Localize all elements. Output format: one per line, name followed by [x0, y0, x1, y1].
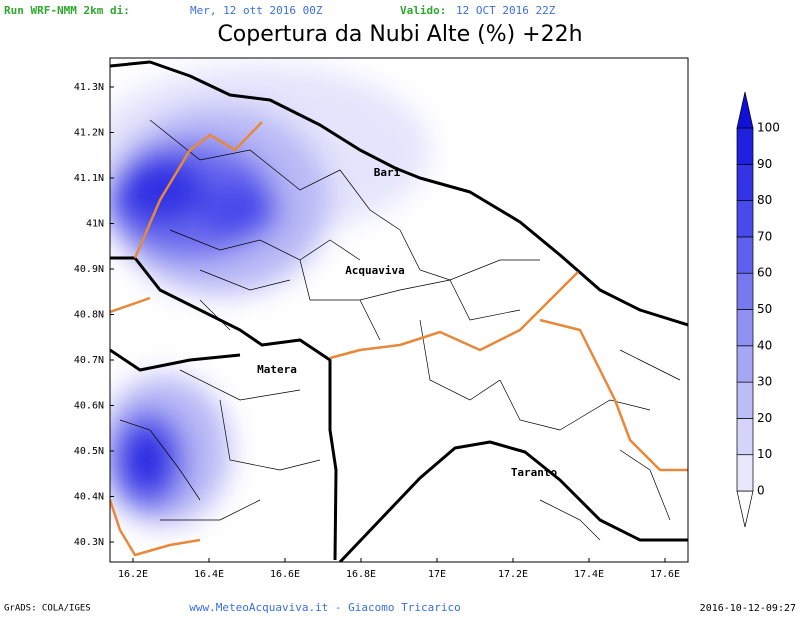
colorbar-label: 50 [757, 302, 772, 316]
colorbar-label: 40 [757, 338, 772, 352]
lon-label: 17.2E [498, 569, 528, 580]
lat-label: 41.3N [74, 82, 104, 93]
lon-label: 16.6E [270, 569, 300, 580]
colorbar-label: 80 [757, 193, 772, 207]
lat-label: 41N [86, 219, 104, 230]
lat-label: 40.4N [74, 492, 104, 503]
run-date: Mer, 12 ott 2016 00Z [190, 4, 323, 17]
lon-label: 17.6E [650, 569, 680, 580]
lon-label: 17E [428, 569, 446, 580]
colorbar-box [736, 236, 754, 274]
lon-label: 16.8E [346, 569, 376, 580]
lat-label: 41.1N [74, 173, 104, 184]
colorbar-box [736, 163, 754, 201]
colorbar-label: 100 [757, 121, 780, 135]
labels: 41.3N 41.2N 41.1N 41N 40.9N 40.8N 40.7N 40.6N 40… [74, 82, 680, 580]
footer-left: GrADS: COLA/IGES [4, 604, 91, 614]
city-label: Taranto [511, 466, 558, 479]
lat-label: 40.7N [74, 355, 104, 366]
colorbar-label: 0 [757, 484, 765, 498]
lat-label: 40.3N [74, 537, 104, 548]
valid-date: 12 OCT 2016 22Z [456, 4, 556, 17]
colorbar-label: 30 [757, 375, 772, 389]
footer-right: 2016-10-12-09:27 [700, 603, 796, 614]
lon-label: 17.4E [574, 569, 604, 580]
colorbar-high [736, 91, 754, 129]
lon-label: 16.4E [194, 569, 224, 580]
city-label: Bari [374, 166, 401, 179]
colorbar: 0 10 20 30 40 50 60 70 80 90 100 [736, 91, 780, 528]
lat-label: 40.8N [74, 310, 104, 321]
title: Copertura da Nubi Alte (%) +22h [217, 22, 582, 47]
colorbar-box [736, 381, 754, 419]
lon-label: 16.2E [118, 569, 148, 580]
valid-label: Valido: [400, 4, 446, 17]
map [110, 60, 688, 562]
city-label: Acquaviva [345, 264, 405, 277]
colorbar-label: 60 [757, 266, 772, 280]
map-frame [109, 57, 689, 563]
lat-label: 40.5N [74, 446, 104, 457]
colorbar-label: 10 [757, 447, 772, 461]
colorbar-box [736, 200, 754, 238]
colorbar-label: 20 [757, 411, 772, 425]
lat-label: 40.6N [74, 401, 104, 412]
colorbar-box [736, 127, 754, 165]
lat-label: 41.2N [74, 128, 104, 139]
colorbar-box [736, 454, 754, 492]
colorbar-box [736, 345, 754, 383]
city-label: Matera [257, 363, 297, 376]
run-label: Run WRF-NMM 2km di: [4, 4, 130, 17]
footer-center: www.MeteoAcquaviva.it - Giacomo Tricaric… [189, 601, 461, 614]
colorbar-box [736, 418, 754, 456]
colorbar-low [736, 490, 754, 528]
lat-label: 40.9N [74, 264, 104, 275]
colorbar-box [736, 272, 754, 310]
colorbar-label: 70 [757, 229, 772, 243]
colorbar-box [736, 309, 754, 347]
colorbar-label: 90 [757, 157, 772, 171]
